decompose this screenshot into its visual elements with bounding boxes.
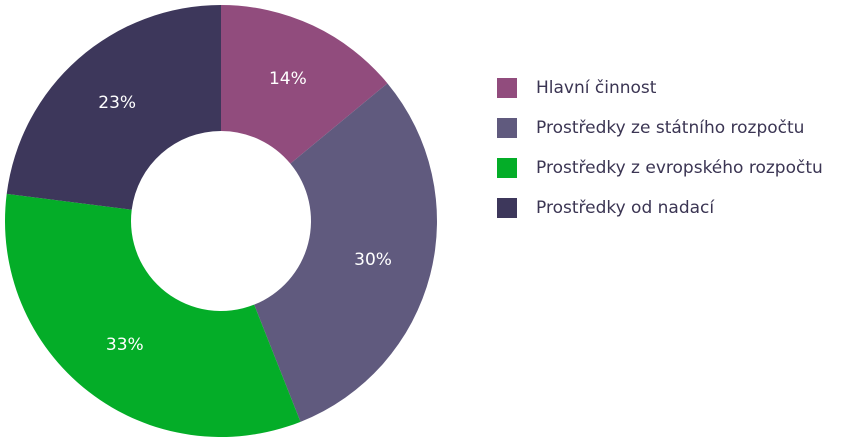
legend-item-prostredky-z-evropskeho-rozpoctu: Prostředky z evropského rozpočtu bbox=[497, 156, 863, 180]
slice-label-prostredky-ze-statniho-rozpoctu: 30% bbox=[354, 250, 392, 270]
legend-label: Prostředky ze státního rozpočtu bbox=[536, 118, 805, 138]
donut-slice-prostredky-ze-statniho-rozpoctu bbox=[254, 83, 438, 422]
legend-swatch bbox=[497, 118, 517, 138]
slice-label-prostredky-od-nadaci: 23% bbox=[98, 93, 136, 113]
legend-label: Prostředky od nadací bbox=[536, 198, 715, 218]
legend-label: Hlavní činnost bbox=[536, 78, 657, 98]
donut-slice-labels: 14% 30% 33% 23% bbox=[98, 69, 392, 355]
legend-item-hlavni-cinnost: Hlavní činnost bbox=[497, 76, 863, 100]
slice-label-hlavni-cinnost: 14% bbox=[269, 69, 307, 89]
donut-slice-hlavni-cinnost bbox=[221, 5, 388, 164]
donut-slice-prostredky-od-nadaci bbox=[6, 5, 221, 210]
legend-item-prostredky-od-nadaci: Prostředky od nadací bbox=[497, 196, 863, 220]
legend-swatch bbox=[497, 78, 517, 98]
slice-label-prostredky-z-evropskeho-rozpoctu: 33% bbox=[106, 335, 144, 355]
legend-swatch bbox=[497, 198, 517, 218]
donut-slice-prostredky-z-evropskeho-rozpoctu bbox=[5, 193, 301, 438]
legend-swatch bbox=[497, 158, 517, 178]
chart-legend: Hlavní činnost Prostředky ze státního ro… bbox=[497, 76, 863, 236]
legend-item-prostredky-ze-statniho-rozpoctu: Prostředky ze státního rozpočtu bbox=[497, 116, 863, 140]
legend-label: Prostředky z evropského rozpočtu bbox=[536, 158, 823, 178]
donut-slices bbox=[5, 5, 438, 438]
